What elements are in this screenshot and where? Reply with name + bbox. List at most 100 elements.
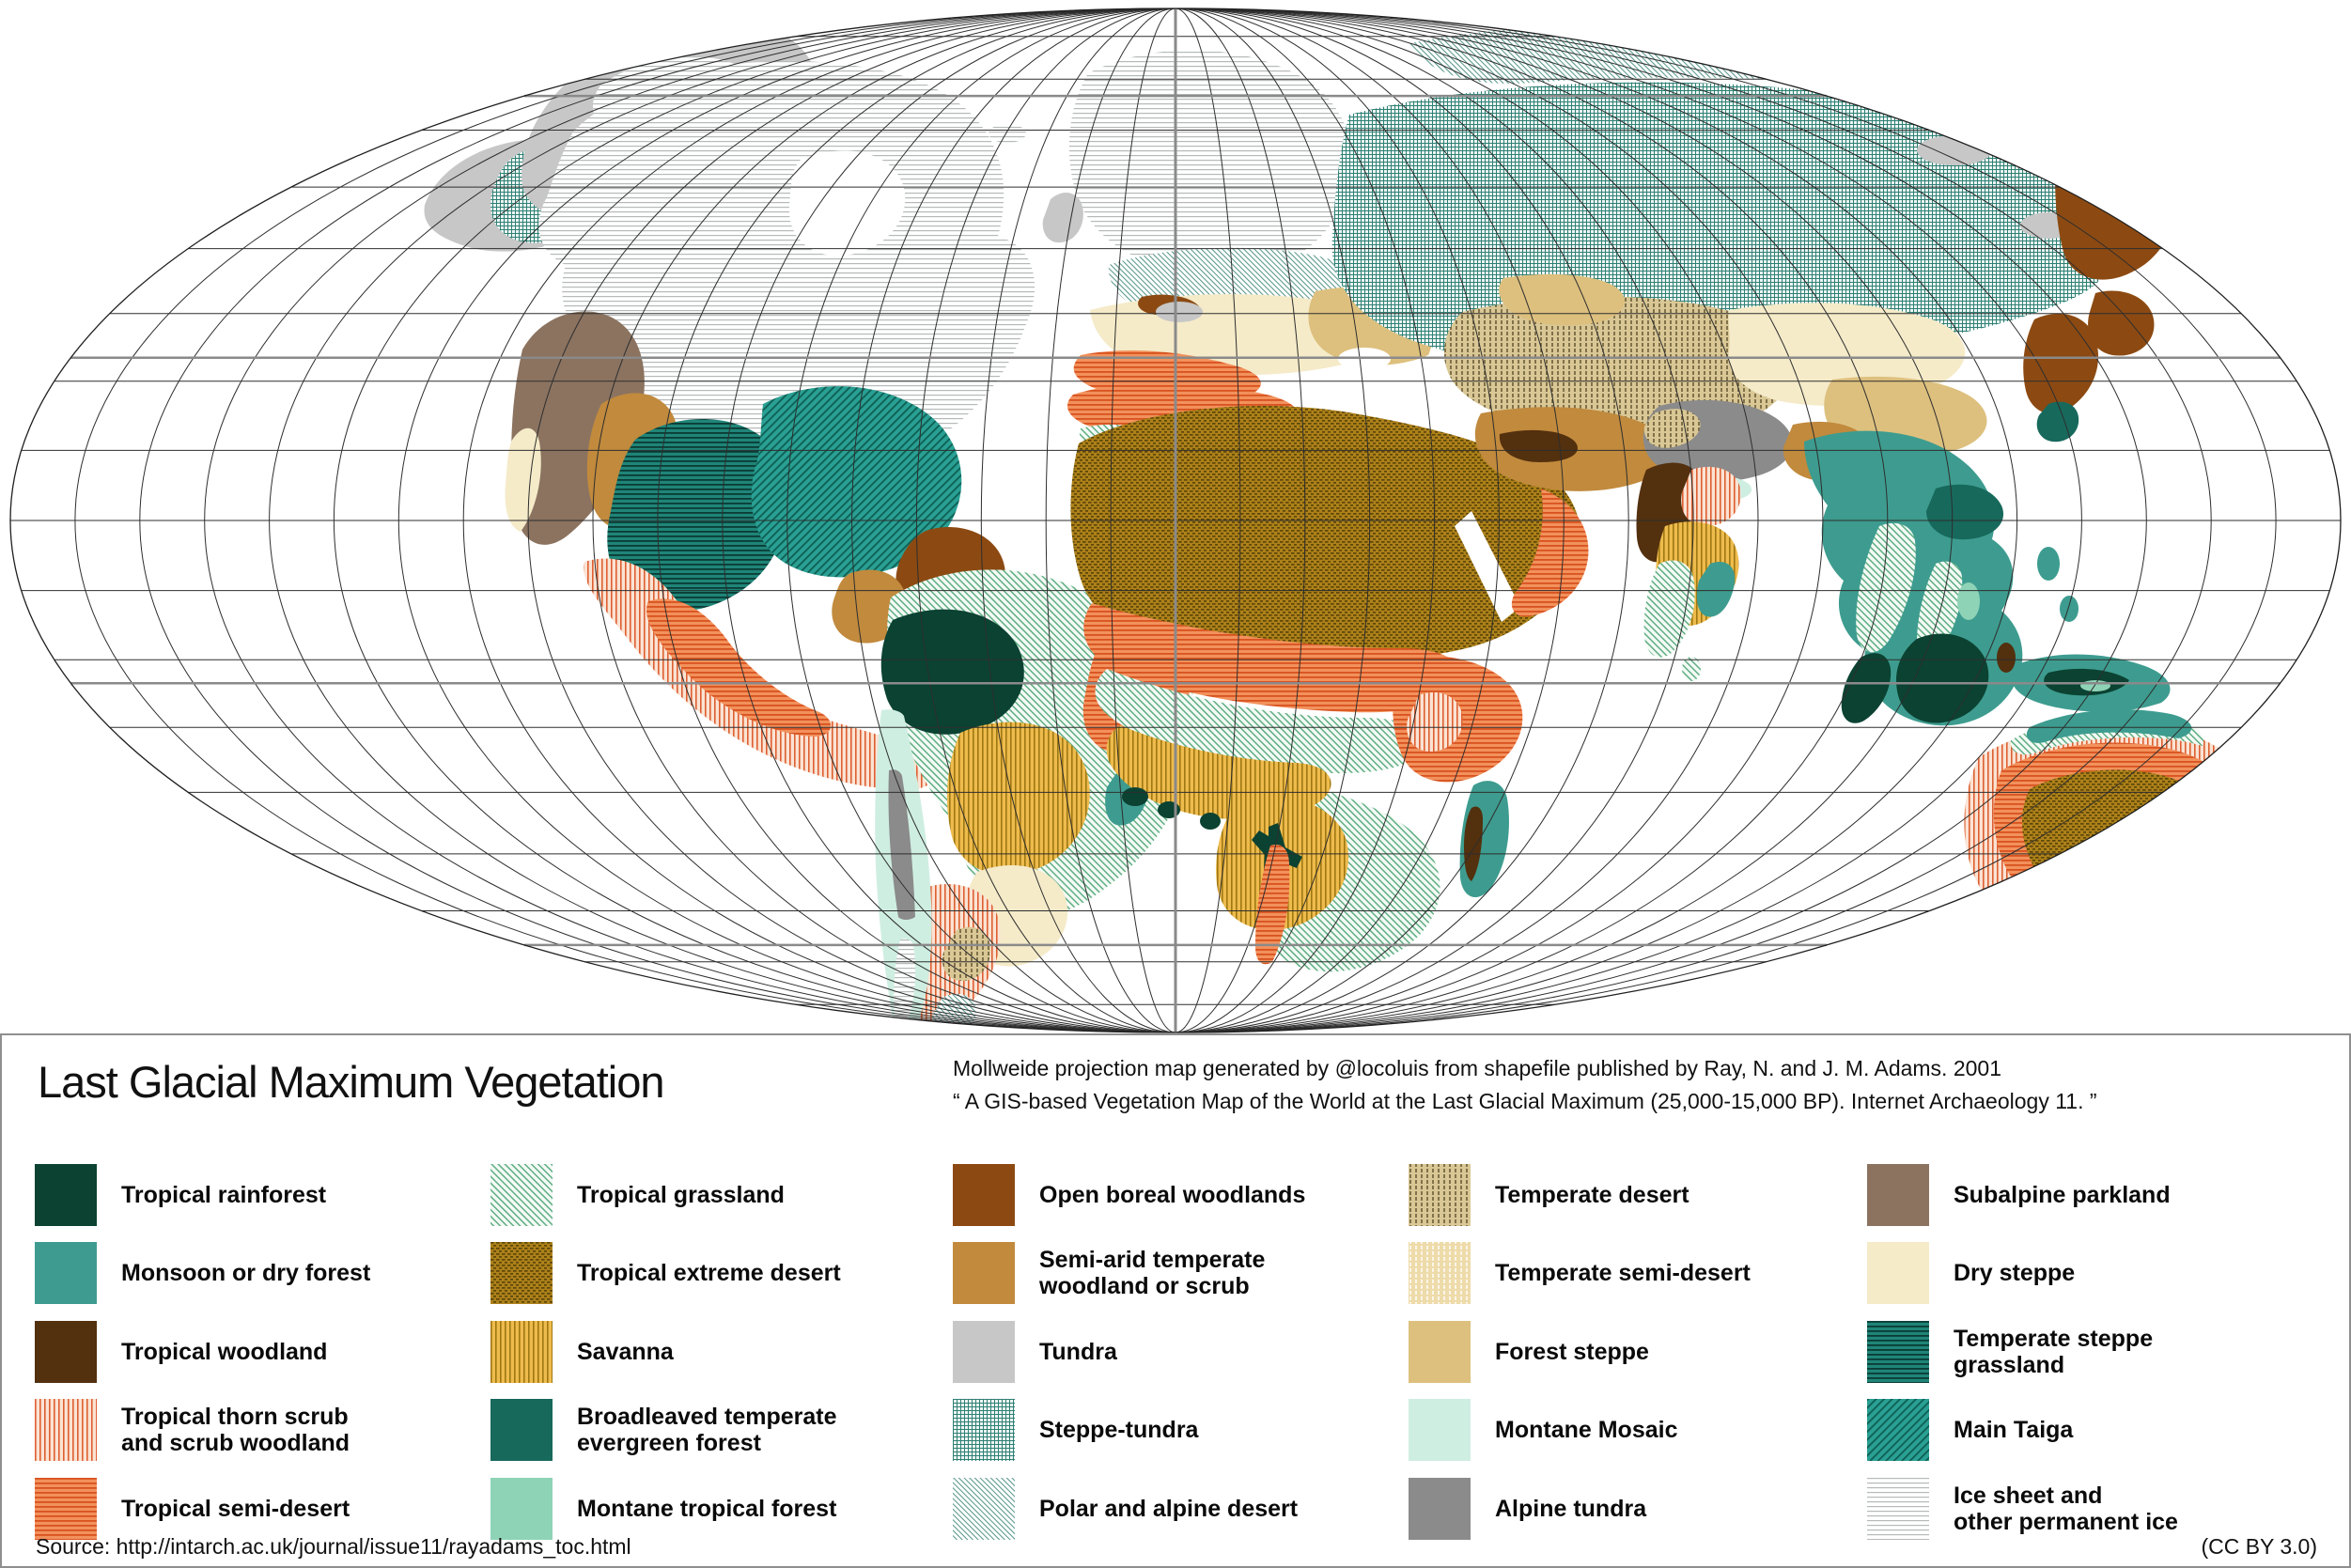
region-tropical-semi-desert: [646, 598, 832, 737]
legend-swatch-subalpine-parkland: [1867, 1163, 1929, 1226]
attribution-line1: Mollweide projection map generated by @l…: [953, 1056, 2002, 1080]
swatch-fill: [953, 1163, 1015, 1226]
legend-swatch-tropical-semi-desert: [35, 1477, 97, 1540]
region-tundra: [1042, 193, 1083, 243]
legend-swatch-tropical-woodland: [35, 1320, 97, 1383]
legend-label: Tropical extreme desert: [577, 1260, 841, 1287]
swatch-fill: [1867, 1477, 1929, 1540]
region-tropical-semi-desert: [1083, 603, 1463, 713]
legend-item-montane-tropical-forest: Montane tropical forest: [490, 1469, 841, 1548]
legend-label: Tropical grassland: [577, 1181, 785, 1208]
region-tropical-rainforest: [880, 609, 1024, 735]
legend-label: Tropical semi-desert: [121, 1495, 350, 1522]
legend-item-monsoon-or-dry-forest: Monsoon or dry forest: [35, 1234, 370, 1313]
region-tropical-woodland: [2233, 797, 2267, 922]
region-tropical-rainforest: [1122, 787, 1148, 806]
legend-swatch-broadleaved-temperate-evergreen-forest: [490, 1399, 553, 1462]
legend-label: Temperate desert: [1495, 1181, 1689, 1208]
attribution-line2: “ A GIS-based Vegetation Map of the Worl…: [953, 1088, 2097, 1113]
legend-swatch-savanna: [490, 1320, 553, 1383]
swatch-fill: [1409, 1399, 1471, 1462]
legend-label: Temperate semi-desert: [1495, 1260, 1751, 1287]
swatch-fill: [35, 1242, 97, 1305]
legend-label: Tundra: [1039, 1338, 1117, 1365]
swatch-fill: [1409, 1242, 1471, 1305]
swatch-fill: [490, 1399, 553, 1462]
region-tropical-semi-desert: [1255, 844, 1290, 965]
swatch-fill: [35, 1477, 97, 1540]
legend-item-open-boreal-woodlands: Open boreal woodlands: [953, 1156, 1305, 1234]
legend-swatch-open-boreal-woodlands: [953, 1163, 1015, 1226]
legend-item-alpine-tundra: Alpine tundra: [1409, 1469, 1751, 1548]
region-savanna: [946, 722, 1090, 876]
legend-item-subalpine-parkland: Subalpine parkland: [1867, 1156, 2178, 1234]
region-tropical-grassland: [1856, 522, 1916, 653]
region-ice-sheet: [989, 124, 1026, 143]
region-ice-sheet: [2219, 927, 2246, 964]
region-tropical-rainforest: [1200, 813, 1221, 830]
region-tropical-grassland: [2224, 877, 2268, 947]
legend-swatch-tropical-extreme-desert: [490, 1242, 553, 1305]
region-tropical-extreme-desert: [1070, 406, 1580, 665]
region-subalpine-parkland: [511, 311, 645, 545]
legend-item-broadleaved-temperate-evergreen-forest: Broadleaved temperate evergreen forest: [490, 1391, 841, 1470]
legend-label: Forest steppe: [1495, 1338, 1649, 1365]
swatch-fill: [1867, 1320, 1929, 1383]
legend-swatch-tundra: [953, 1320, 1015, 1383]
region-monsoon-or-dry-forest: [2026, 709, 2192, 743]
region-tropical-grassland: [1682, 657, 1701, 681]
legend-swatch-temperate-steppe-grassland: [1867, 1320, 1929, 1383]
region-montane-tropical-forest: [2080, 680, 2110, 691]
legend-item-forest-steppe: Forest steppe: [1409, 1312, 1751, 1391]
graticule-line: [9, 8, 2342, 1033]
legend-item-tropical-rainforest: Tropical rainforest: [35, 1156, 370, 1234]
legend-swatch-dry-steppe: [1867, 1242, 1929, 1305]
legend-label: Tropical rainforest: [121, 1181, 327, 1208]
legend-item-temperate-steppe-grassland: Temperate steppe grassland: [1867, 1312, 2178, 1391]
legend-swatch-main-taiga: [1867, 1399, 1929, 1462]
swatch-fill: [490, 1477, 553, 1540]
region-main-taiga: [751, 386, 962, 578]
region-tropical-rainforest: [1841, 653, 1892, 723]
hudson-bay: [788, 150, 906, 256]
region-tundra: [1156, 302, 1203, 322]
legend-swatch-ice-sheet: [1867, 1477, 1929, 1540]
landmasses: [424, 23, 2271, 1032]
legend-swatch-semi-arid-temperate-woodland-or-scrub: [953, 1242, 1015, 1305]
legend-label: Open boreal woodlands: [1039, 1181, 1306, 1208]
swatch-fill: [953, 1242, 1015, 1305]
swatch-fill: [1409, 1477, 1471, 1540]
region-open-boreal-woodlands: [2088, 290, 2155, 356]
legend-item-semi-arid-temperate-woodland-or-scrub: Semi-arid temperate woodland or scrub: [953, 1234, 1305, 1313]
source-link: Source: http://intarch.ac.uk/journal/iss…: [36, 1534, 631, 1559]
world-map: [9, 8, 2342, 1033]
legend-item-tropical-extreme-desert: Tropical extreme desert: [490, 1234, 841, 1313]
legend-item-tropical-woodland: Tropical woodland: [35, 1312, 370, 1391]
region-tropical-grassland: [1643, 560, 1695, 658]
legend-label: Tropical thorn scrub and scrub woodland: [121, 1404, 350, 1457]
legend-label: Montane tropical forest: [577, 1495, 837, 1522]
swatch-fill: [490, 1242, 553, 1305]
attribution: Mollweide projection map generated by @l…: [953, 1052, 2097, 1117]
region-dry-steppe: [505, 427, 541, 532]
swatch-fill: [1867, 1242, 1929, 1305]
red-sea: [1455, 511, 1520, 622]
graticule: [9, 8, 2342, 1033]
region-tropical-grassland: [1917, 561, 1963, 660]
legend-label: Tropical woodland: [121, 1338, 328, 1365]
legend-swatch-tropical-grassland: [490, 1163, 553, 1226]
legend-swatch-montane-tropical-forest: [490, 1477, 553, 1540]
legend-label: Subalpine parkland: [1954, 1181, 2171, 1208]
region-tropical-thorn-scrub: [1681, 466, 1741, 526]
mollweide-map-svg: [9, 8, 2342, 1033]
legend-label: Steppe-tundra: [1039, 1417, 1199, 1444]
legend-column-4: Temperate desert Temperate semi-desert For…: [1409, 1156, 1751, 1548]
legend-item-main-taiga: Main Taiga: [1867, 1391, 2178, 1470]
swatch-fill: [1867, 1163, 1929, 1226]
swatch-fill: [35, 1163, 97, 1226]
page-title: Last Glacial Maximum Vegetation: [38, 1057, 664, 1107]
legend-item-montane-mosaic: Montane Mosaic: [1409, 1391, 1751, 1470]
legend-swatch-alpine-tundra: [1409, 1477, 1471, 1540]
legend-column-2: Tropical grassland Tropical extreme deser…: [490, 1156, 841, 1548]
